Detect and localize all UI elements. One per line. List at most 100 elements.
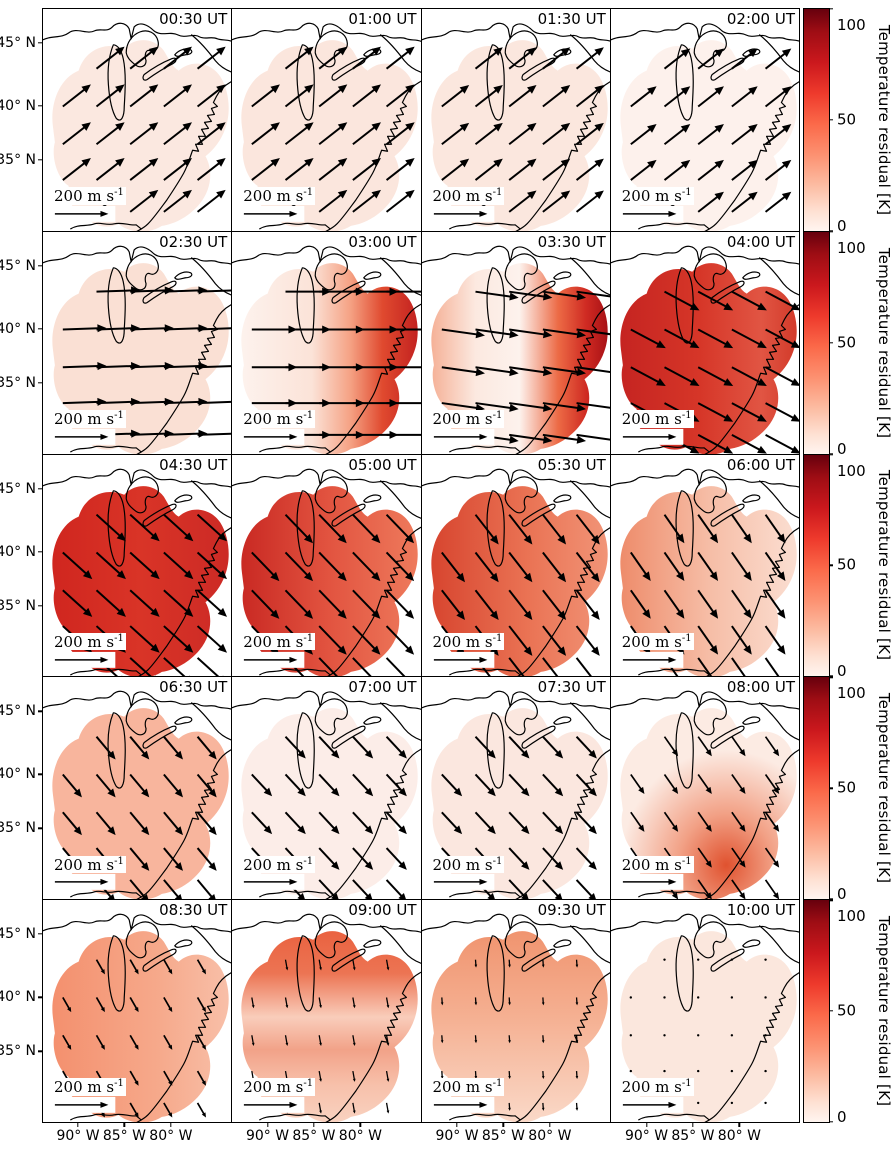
coastline <box>43 913 232 933</box>
coastline <box>710 503 745 527</box>
wind-scale-exponent: -1 <box>492 187 503 199</box>
map-panel: 02:30 UT 200 m s-1 <box>42 230 233 455</box>
y-tick <box>38 710 43 712</box>
y-tick <box>38 773 43 776</box>
panel-time-label: 08:00 UT <box>724 678 797 698</box>
y-tick <box>38 604 43 607</box>
coastline <box>380 257 421 296</box>
wind-scale-text: 200 m s <box>432 187 493 206</box>
y-tick-label: 40° N <box>0 98 36 115</box>
map-canvas <box>421 913 610 1122</box>
coastline <box>70 1113 142 1121</box>
coastline <box>107 267 126 344</box>
y-tick-label: 40° N <box>0 543 36 560</box>
wind-scale-exponent: -1 <box>492 410 503 422</box>
colorbar-tick-label: 50 <box>837 1001 857 1020</box>
coastline <box>380 34 421 73</box>
coastline <box>43 468 232 488</box>
panel-time-label: 02:30 UT <box>157 232 230 252</box>
coastline <box>610 22 799 42</box>
wind-scale-label: 200 m s-1 <box>430 187 505 206</box>
wind-scale-exponent: -1 <box>492 855 503 867</box>
wind-scale-exponent: -1 <box>303 187 314 199</box>
coastline <box>520 503 556 527</box>
wind-scale-arrow <box>239 651 305 668</box>
map-panel: 07:30 UT 200 m s-1 <box>420 676 611 901</box>
coastline <box>569 257 610 296</box>
map-canvas <box>232 691 421 900</box>
coastline <box>485 935 505 1012</box>
coastline <box>675 44 694 121</box>
colorbar-tick-label: 50 <box>837 555 857 574</box>
map-panel: 03:00 UT 200 m s-1 <box>231 230 422 455</box>
coastline <box>259 1113 331 1121</box>
colorbar-tick-label: 100 <box>837 238 866 257</box>
colorbar-tick-label: 50 <box>837 778 857 797</box>
coastline <box>710 948 745 972</box>
wind-arrows <box>251 513 415 677</box>
coastline <box>331 280 366 304</box>
colorbar-tick <box>829 230 833 232</box>
wind-scale-label: 200 m s-1 <box>241 410 316 428</box>
map-panel: 07:00 UT 200 m s-1 <box>231 676 422 901</box>
wind-scale-arrow <box>617 651 684 668</box>
wind-arrows <box>62 959 206 1118</box>
coastline <box>191 925 232 964</box>
coastline <box>704 972 799 1122</box>
y-tick-label: 45° N <box>0 34 36 51</box>
wind-scale-exponent: -1 <box>114 187 124 199</box>
coastline <box>758 257 799 296</box>
residual-shading <box>430 485 608 677</box>
map-panel: 04:30 UT 200 m s-1 <box>42 453 233 678</box>
panel-time-label: 07:30 UT <box>535 678 608 698</box>
coastline <box>520 57 556 81</box>
coastline <box>70 222 142 230</box>
coastline <box>174 716 193 726</box>
x-tick-label: 80° W <box>149 1127 193 1144</box>
y-tick-label: 40° N <box>0 989 36 1006</box>
wind-arrows <box>62 286 232 438</box>
y-tick-label: 35° N <box>0 597 36 614</box>
wind-scale-exponent: -1 <box>681 1078 692 1090</box>
y-axis: 45° N 40° N 35° N <box>0 231 43 455</box>
coastline <box>191 257 232 296</box>
colorbar-gradient <box>803 676 830 901</box>
y-tick <box>38 827 43 830</box>
wind-scale-text: 200 m s <box>243 632 304 651</box>
x-tick-label: 80° W <box>528 1127 572 1144</box>
colorbar-tick <box>829 452 833 455</box>
map-canvas <box>610 913 799 1122</box>
wind-scale-label: 200 m s-1 <box>52 855 126 874</box>
wind-scale-exponent: -1 <box>114 1078 124 1090</box>
wind-scale-label: 200 m s-1 <box>619 410 694 428</box>
coastline <box>380 702 421 741</box>
x-tick <box>645 1121 648 1127</box>
map-canvas <box>43 913 232 1122</box>
coastline <box>552 716 571 726</box>
coastline <box>70 445 142 453</box>
wind-scale-text: 200 m s <box>621 632 682 651</box>
coastline <box>710 280 745 304</box>
coastline <box>107 935 126 1012</box>
residual-shading <box>620 485 797 677</box>
y-tick-label: 35° N <box>0 374 36 391</box>
coastline <box>741 271 761 280</box>
colorbar-axis-label: Temperature residual [K] <box>875 915 893 1107</box>
colorbar-axis-label: Temperature residual [K] <box>875 24 893 216</box>
coastline <box>610 245 799 265</box>
coastline <box>569 925 610 964</box>
wind-scale-text: 200 m s <box>621 1078 682 1097</box>
colorbar-gradient <box>803 453 830 678</box>
wind-scale-arrow <box>428 1097 494 1114</box>
wind-scale-arrow <box>49 874 116 891</box>
coastline <box>515 749 610 900</box>
wind-scale-arrow <box>617 428 684 445</box>
x-tick <box>738 1121 741 1127</box>
wind-scale-text: 200 m s <box>621 855 682 874</box>
coastline <box>741 716 761 726</box>
colorbar-tick-label: 0 <box>837 662 847 681</box>
y-tick-label: 45° N <box>0 480 36 497</box>
y-tick <box>38 42 43 44</box>
coastline <box>107 712 126 790</box>
coastline <box>191 702 232 741</box>
